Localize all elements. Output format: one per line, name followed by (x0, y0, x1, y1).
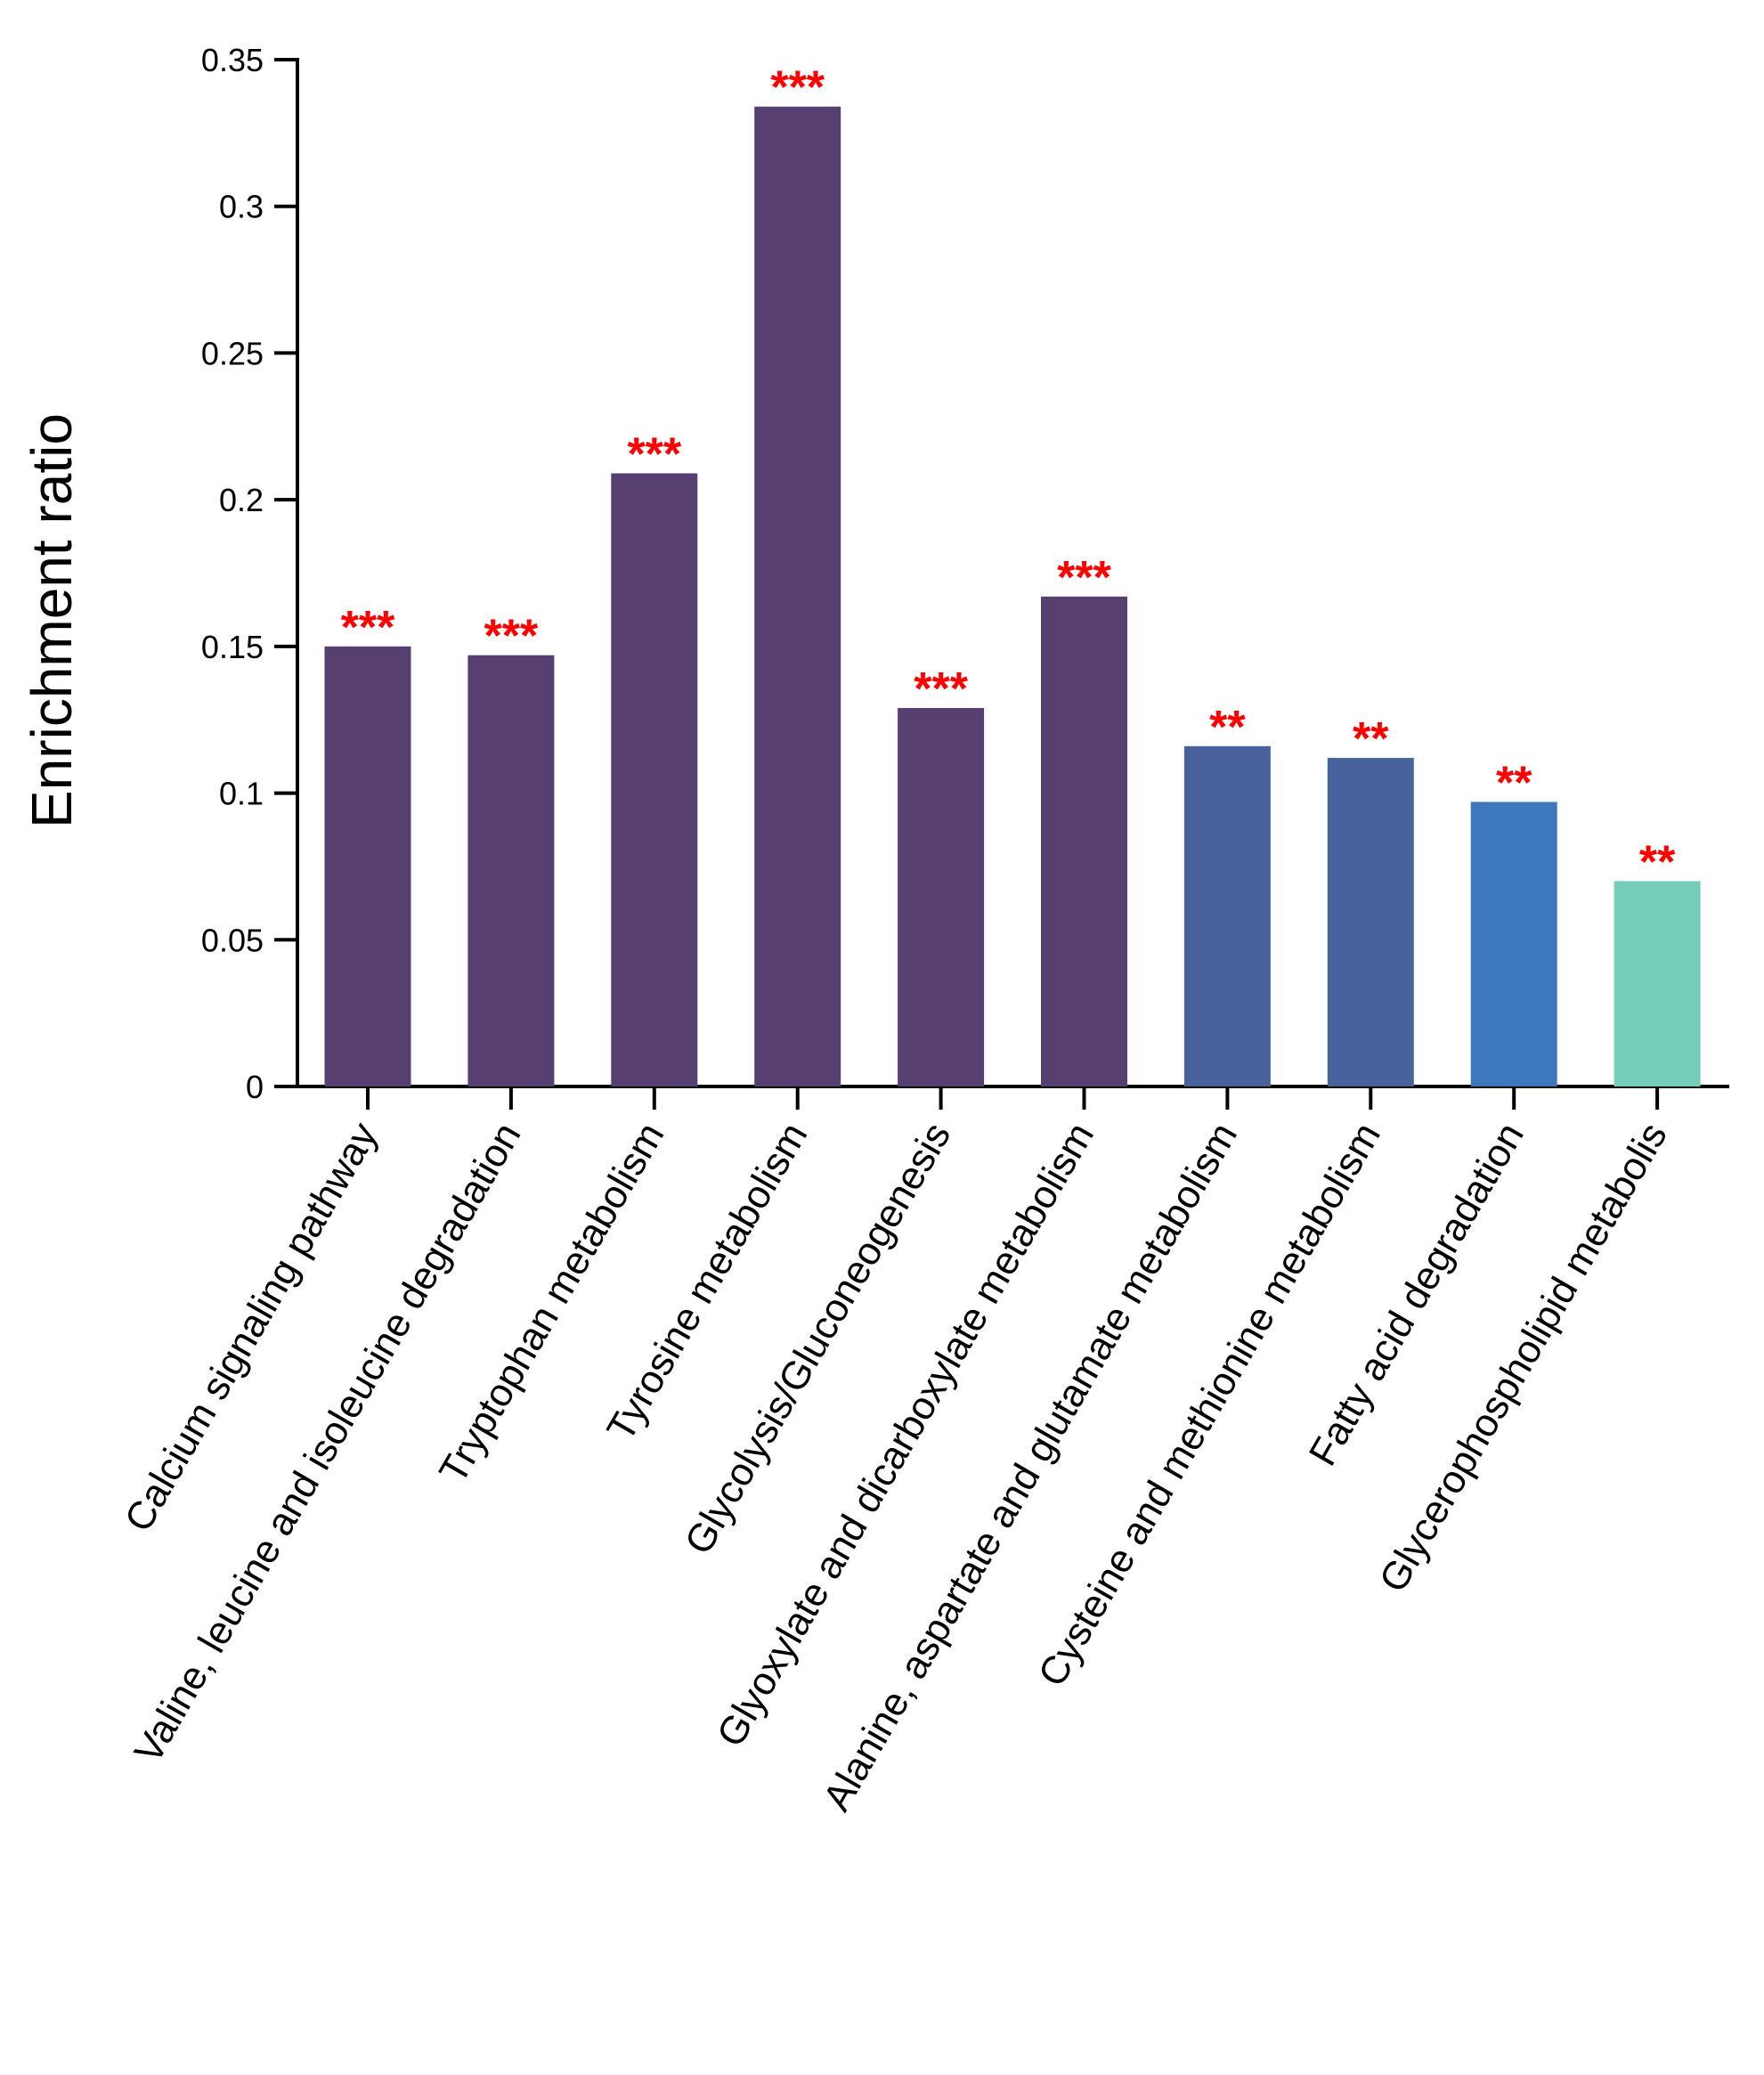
bar (1041, 596, 1127, 1086)
bar (324, 646, 411, 1086)
significance-label: *** (341, 602, 395, 654)
bar (1327, 758, 1414, 1086)
y-tick-label: 0.05 (201, 922, 264, 958)
significance-label: ** (1639, 836, 1676, 888)
significance-label: *** (914, 663, 968, 715)
x-axis (296, 1085, 1729, 1110)
y-tick-label: 0.35 (201, 42, 264, 78)
y-axis: 0 0.05 0.1 0.15 0.2 0.25 0.3 0.35 (201, 42, 299, 1105)
bar (467, 655, 555, 1086)
significance-label: ** (1209, 702, 1246, 753)
x-tick-label: Calcium signaling pathway (117, 1116, 386, 1540)
y-tick-label: 0.2 (219, 482, 264, 518)
bars (324, 106, 1701, 1086)
y-axis-title: Enrichment ratio (20, 413, 84, 828)
x-tick-label: Glycolysis/Gluconeogenesis (677, 1116, 960, 1562)
y-tick-label: 0.25 (201, 335, 264, 371)
bar (611, 473, 698, 1086)
x-tick-label: Glycerophospholipid metabolis (1371, 1116, 1676, 1599)
y-tick-label: 0.15 (201, 629, 264, 665)
y-tick-label: 0.3 (219, 189, 264, 225)
y-tick-label: 0 (246, 1069, 264, 1105)
significance-label: *** (770, 62, 825, 114)
y-tick-label: 0.1 (219, 776, 264, 812)
significance-label: ** (1353, 713, 1389, 765)
bar (754, 106, 841, 1086)
bar (1614, 881, 1701, 1086)
bar (1183, 745, 1271, 1086)
significance-labels: *** ***************** ****** (341, 62, 1676, 889)
significance-label: *** (1057, 552, 1111, 604)
significance-label: ** (1496, 757, 1532, 809)
significance-label: *** (484, 611, 539, 663)
bar (1470, 802, 1557, 1086)
bar (898, 708, 985, 1086)
significance-label: *** (627, 428, 681, 480)
